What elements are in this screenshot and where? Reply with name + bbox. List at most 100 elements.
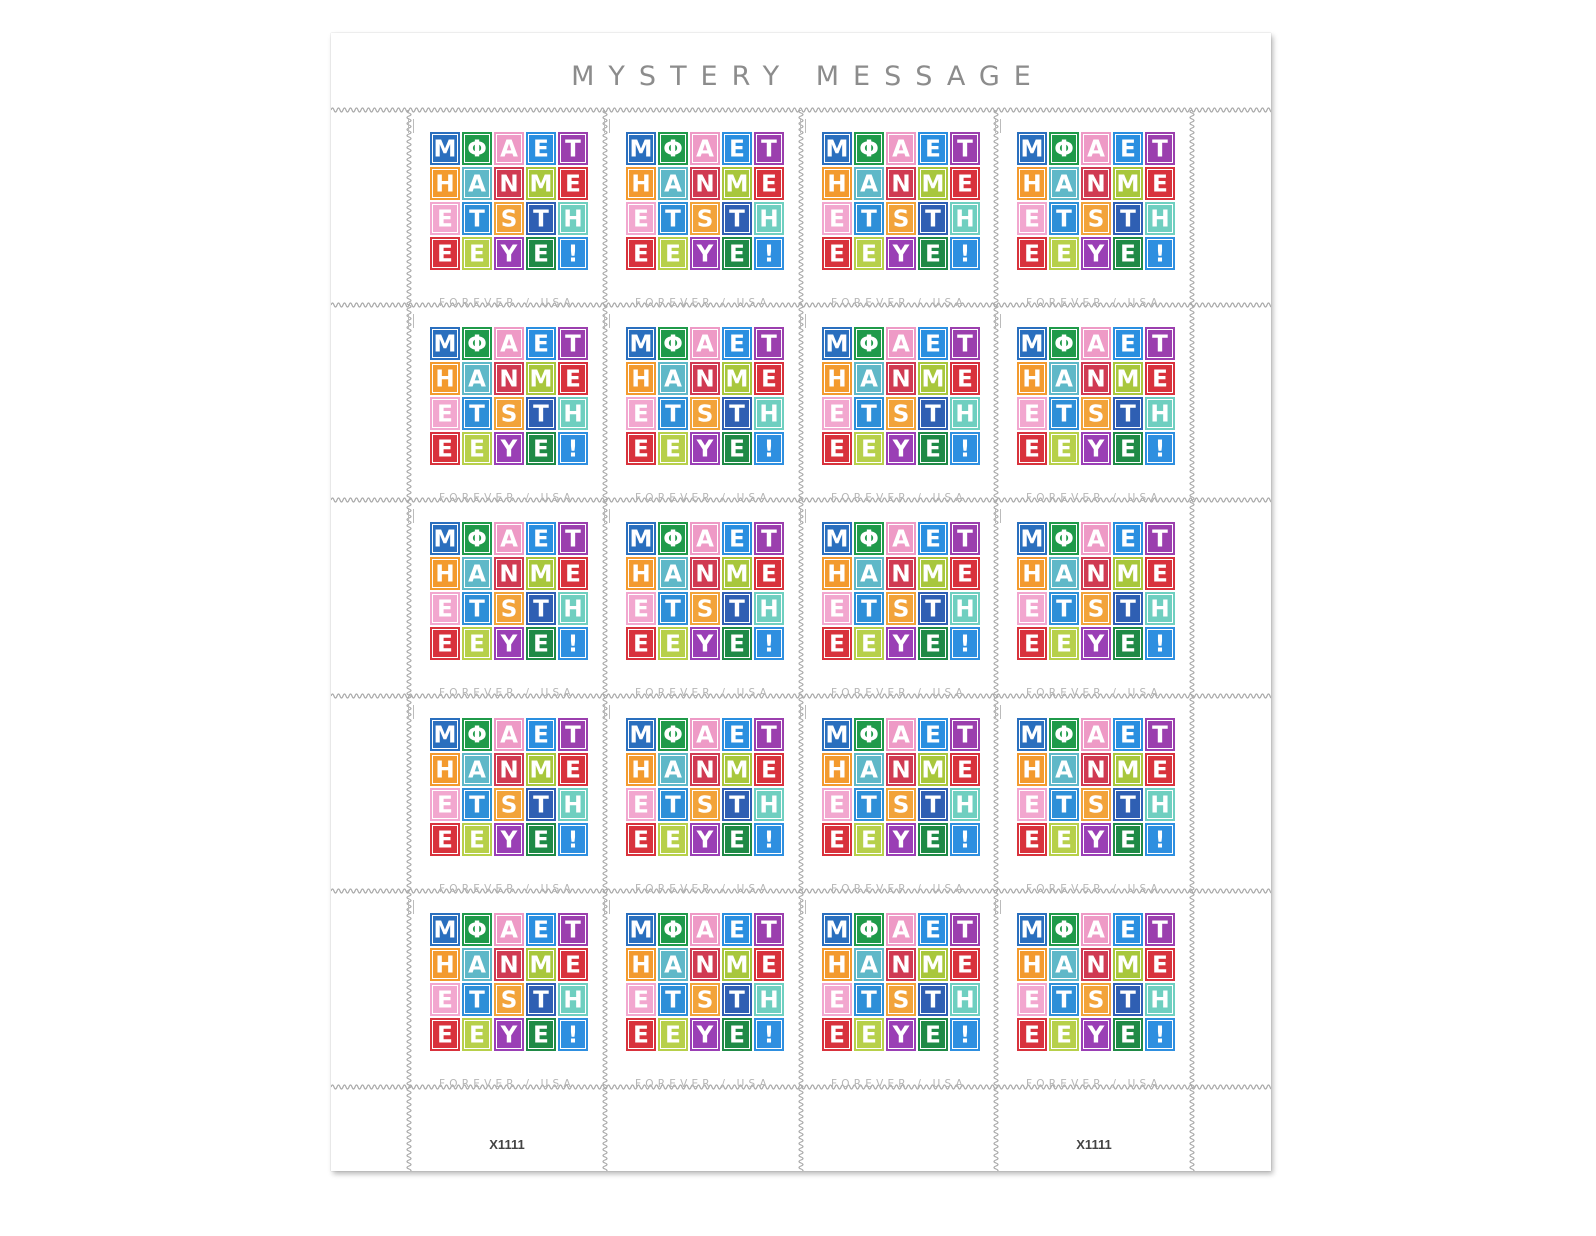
letter-glyph: Φ [663, 918, 683, 944]
letter-glyph: H [435, 367, 454, 393]
letter-glyph: A [664, 172, 682, 198]
letter-tile: E [1017, 983, 1047, 1016]
letter-glyph: A [1055, 758, 1073, 784]
letter-glyph: H [827, 562, 846, 588]
letter-tile: E [626, 788, 656, 821]
letter-tile: E [1113, 327, 1143, 360]
letter-glyph: E [665, 242, 681, 268]
letter-tile: E [754, 753, 784, 786]
letter-tile: Y [1081, 432, 1111, 465]
letter-tile: M [722, 167, 752, 200]
letter-tile: ! [1145, 237, 1175, 270]
letter-tile: E [626, 823, 656, 856]
letter-glyph: A [860, 562, 878, 588]
stamp-caption: FOREVER / USA [831, 492, 967, 504]
letter-tile: S [1081, 397, 1111, 430]
letter-tile: M [722, 753, 752, 786]
letter-glyph: E [633, 632, 649, 658]
letter-glyph: Φ [663, 137, 683, 163]
letter-glyph: ! [960, 1023, 971, 1049]
letter-tile: E [526, 627, 556, 660]
registration-mark [800, 509, 806, 523]
letter-glyph: M [1117, 367, 1140, 393]
letter-tile: A [690, 327, 720, 360]
letter-glyph: H [955, 597, 974, 623]
letter-tile: E [658, 627, 688, 660]
letter-tile: E [1017, 788, 1047, 821]
registration-mark [800, 119, 806, 133]
letter-glyph: E [533, 723, 549, 749]
letter-tile: A [690, 718, 720, 751]
letter-tile: T [462, 788, 492, 821]
letter-tile-grid: M Φ A E TH A N M EE T S T HE E Y E! [822, 718, 980, 856]
letter-glyph: ! [1155, 1023, 1166, 1049]
letter-glyph: M [1021, 527, 1044, 553]
letter-tile: T [658, 397, 688, 430]
letter-glyph: M [530, 562, 553, 588]
letter-tile: E [1049, 432, 1079, 465]
letter-tile: M [722, 557, 752, 590]
letter-tile: T [754, 327, 784, 360]
letter-tile: M [1113, 362, 1143, 395]
letter-glyph: E [565, 367, 581, 393]
letter-tile: A [1081, 132, 1111, 165]
registration-mark [604, 705, 610, 719]
letter-tile: E [430, 1018, 460, 1051]
letter-glyph: E [957, 367, 973, 393]
letter-tile: Y [886, 237, 916, 270]
letter-glyph: M [530, 758, 553, 784]
letter-tile: E [754, 948, 784, 981]
letter-tile: N [494, 753, 524, 786]
letter-tile-grid: M Φ A E TH A N M EE T S T HE E Y E! [626, 327, 784, 465]
letter-glyph: E [957, 172, 973, 198]
letter-tile-grid: M Φ A E TH A N M EE T S T HE E Y E! [822, 327, 980, 465]
letter-glyph: Y [892, 437, 910, 463]
letter-tile: M [526, 753, 556, 786]
letter-glyph: E [829, 402, 845, 428]
letter-tile: E [1145, 557, 1175, 590]
letter-glyph: E [437, 793, 453, 819]
letter-tile: A [886, 718, 916, 751]
letter-glyph: M [1117, 953, 1140, 979]
letter-glyph: T [469, 402, 485, 428]
letter-glyph: A [1055, 172, 1073, 198]
stamp-caption: FOREVER / USA [1026, 492, 1162, 504]
letter-glyph: E [565, 562, 581, 588]
letter-glyph: H [563, 402, 582, 428]
letter-tile: Φ [1049, 718, 1079, 751]
letter-tile: E [526, 1018, 556, 1051]
letter-tile: E [462, 432, 492, 465]
registration-mark [408, 509, 414, 523]
registration-mark [408, 119, 414, 133]
letter-tile: E [1113, 132, 1143, 165]
letter-glyph: A [664, 953, 682, 979]
letter-glyph: Φ [663, 527, 683, 553]
letter-tile: Y [494, 432, 524, 465]
letter-tile: T [1049, 983, 1079, 1016]
letter-glyph: N [695, 758, 714, 784]
letter-glyph: T [1120, 597, 1136, 623]
letter-glyph: Φ [859, 723, 879, 749]
letter-tile: E [822, 592, 852, 625]
letter-glyph: M [630, 918, 653, 944]
letter-glyph: E [1120, 1023, 1136, 1049]
letter-tile: A [658, 753, 688, 786]
letter-tile: N [886, 557, 916, 590]
letter-tile: Φ [658, 327, 688, 360]
letter-tile: H [626, 167, 656, 200]
letter-glyph: Φ [663, 332, 683, 358]
letter-glyph: E [437, 207, 453, 233]
letter-tile: N [494, 948, 524, 981]
letter-tile: H [754, 202, 784, 235]
letter-glyph: M [922, 562, 945, 588]
letter-glyph: E [729, 632, 745, 658]
letter-tile: E [526, 522, 556, 555]
letter-glyph: E [761, 758, 777, 784]
registration-mark [800, 900, 806, 914]
letter-tile: T [462, 397, 492, 430]
letter-glyph: A [468, 758, 486, 784]
letter-glyph: E [1120, 527, 1136, 553]
letter-glyph: Φ [663, 723, 683, 749]
letter-tile: E [918, 237, 948, 270]
mystery-message-stamp: M Φ A E T H A N M E E T S T H E E Y E! FOREVER / USA [408, 900, 596, 1090]
